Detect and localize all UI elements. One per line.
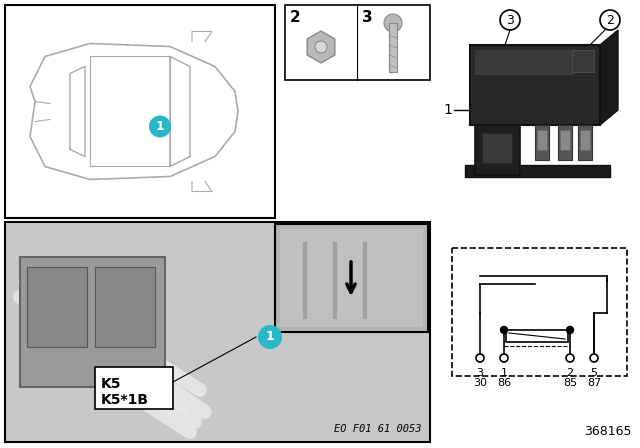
Text: 5: 5 [591,368,598,378]
Text: 1: 1 [443,103,452,117]
Bar [452,248,627,376]
Bar [95,367,173,409]
Circle shape [476,354,484,362]
Bar [558,125,572,160]
Bar [280,229,423,327]
Text: 1: 1 [500,368,508,378]
Circle shape [566,327,573,333]
Bar [475,50,575,75]
Bar [537,130,547,150]
Circle shape [149,116,171,138]
Text: 1: 1 [156,120,164,133]
Polygon shape [307,31,335,63]
Circle shape [500,10,520,30]
Text: K5: K5 [101,377,122,391]
Circle shape [600,10,620,30]
Circle shape [566,354,574,362]
Polygon shape [600,30,618,125]
Bar [560,130,570,150]
Bar [470,45,600,125]
Text: 368165: 368165 [584,425,632,438]
Text: 2: 2 [566,368,573,378]
Text: 3: 3 [506,13,514,26]
Bar [475,125,520,175]
Bar [580,130,590,150]
Text: 2: 2 [290,10,301,25]
Bar [506,330,568,342]
Text: EO F01 61 0053: EO F01 61 0053 [335,424,422,434]
Bar [465,165,610,177]
Bar [535,125,549,160]
Bar [95,267,155,347]
Circle shape [500,327,508,333]
Circle shape [590,354,598,362]
Text: 85: 85 [563,378,577,388]
Bar [27,267,87,347]
Text: 86: 86 [497,378,511,388]
Circle shape [258,325,282,349]
Bar [5,5,275,218]
Bar [5,222,430,442]
Bar [7,224,428,440]
Bar [389,23,397,72]
Text: 1: 1 [266,331,275,344]
Bar [285,5,430,80]
Text: 2: 2 [606,13,614,26]
Circle shape [500,354,508,362]
Bar [20,257,165,387]
Text: 3: 3 [477,368,483,378]
Text: 3: 3 [362,10,372,25]
Text: 30: 30 [473,378,487,388]
Bar [578,125,592,160]
Bar [572,50,594,72]
Circle shape [384,14,402,32]
Text: 87: 87 [587,378,601,388]
Bar [482,133,512,163]
Circle shape [315,41,327,53]
Bar [275,224,428,332]
Text: K5*1B: K5*1B [101,393,149,407]
